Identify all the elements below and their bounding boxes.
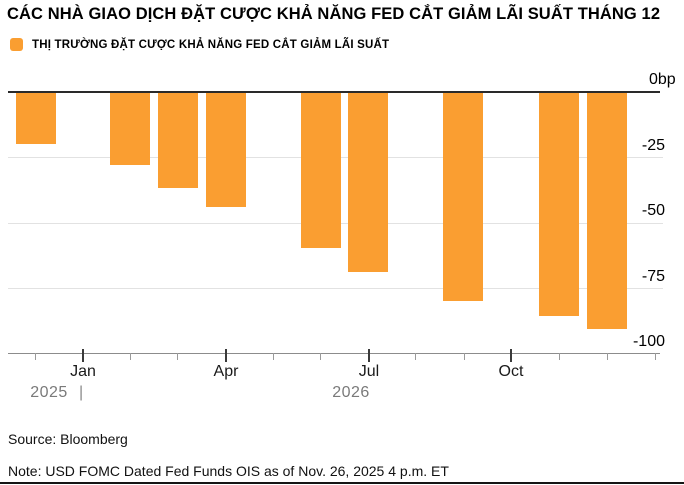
x-axis-line xyxy=(8,353,660,354)
bar xyxy=(16,92,56,144)
y-axis-label: -100 xyxy=(632,332,665,350)
x-axis-minor-tick xyxy=(35,353,36,360)
x-axis-minor-tick xyxy=(607,353,608,360)
y-axis-label: -50 xyxy=(641,202,665,219)
x-axis-month-label: Jul xyxy=(358,363,380,380)
x-axis-year-label: 2026 xyxy=(332,384,370,401)
x-axis-month-label: Oct xyxy=(498,363,524,380)
bottom-divider xyxy=(0,482,684,484)
zero-baseline xyxy=(8,90,660,93)
x-axis-minor-tick xyxy=(273,353,274,360)
x-axis-minor-tick xyxy=(320,353,321,360)
x-axis-year-label: 2025 xyxy=(30,384,68,401)
x-axis-month-label: Apr xyxy=(213,363,239,380)
bar xyxy=(301,92,341,249)
gridline xyxy=(8,288,663,289)
bar xyxy=(539,92,579,317)
x-axis-minor-tick xyxy=(177,353,178,360)
x-axis-minor-tick xyxy=(559,353,560,360)
y-axis-label: -25 xyxy=(641,136,665,154)
bar xyxy=(206,92,246,207)
legend-label: THỊ TRƯỜNG ĐẶT CƯỢC KHẢ NĂNG FED CẮT GIẢ… xyxy=(32,38,390,51)
x-axis-major-tick xyxy=(225,348,227,362)
x-axis-minor-tick xyxy=(130,353,131,360)
y-axis-label: -75 xyxy=(641,267,665,285)
legend-swatch-icon xyxy=(10,38,23,51)
x-axis-minor-tick xyxy=(464,353,465,360)
x-axis-month-label: Jan xyxy=(70,363,96,380)
legend: THỊ TRƯỜNG ĐẶT CƯỢC KHẢ NĂNG FED CẮT GIẢ… xyxy=(10,38,389,51)
source-text: Source: Bloomberg xyxy=(8,431,128,447)
year-divider-mark: | xyxy=(79,384,84,401)
bar xyxy=(348,92,388,272)
bar xyxy=(443,92,483,301)
x-axis-major-tick xyxy=(510,348,512,362)
x-axis-minor-tick xyxy=(415,353,416,360)
plot-area: Jan Apr Jul Oct 2025 2026 | 0bp -25 -50 -75 -100 xyxy=(8,71,676,401)
note-text: Note: USD FOMC Dated Fed Funds OIS as of… xyxy=(8,463,449,479)
bar xyxy=(110,92,150,165)
x-axis-major-tick xyxy=(368,348,370,362)
x-axis-minor-tick xyxy=(655,353,656,360)
x-axis-major-tick xyxy=(82,348,84,362)
y-axis-label: 0bp xyxy=(649,71,676,88)
bar xyxy=(158,92,198,189)
bar xyxy=(587,92,627,330)
chart-title: CÁC NHÀ GIAO DỊCH ĐẶT CƯỢC KHẢ NĂNG FED … xyxy=(7,5,661,23)
